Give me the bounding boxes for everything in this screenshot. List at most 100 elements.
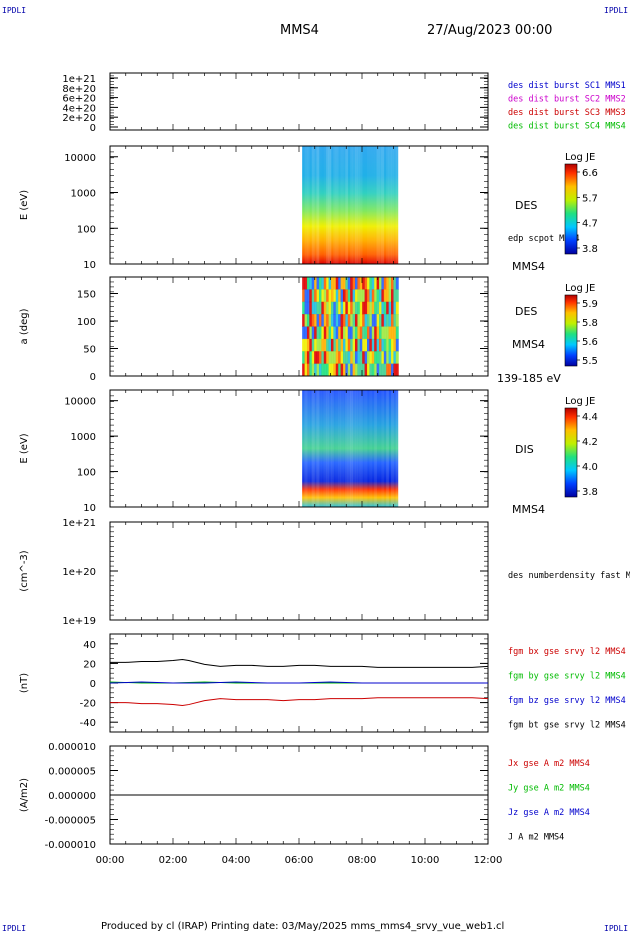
frame-panel2 — [109, 145, 489, 265]
colorbar-panel2 — [564, 163, 578, 255]
ytick-panel1: 0 — [90, 123, 96, 134]
ytick-panel7: 0.000005 — [48, 767, 96, 778]
bottom-right-panel4: MMS4 — [512, 503, 545, 516]
panel5: 1e+21 1e+20 1e+19 (cm^-3) des numberdensity … — [19, 518, 630, 627]
heatmap-columns-panel3 — [302, 277, 399, 377]
datetime-title: 27/Aug/2023 00:00 — [427, 23, 552, 38]
series-panel6-bx — [110, 697, 489, 707]
colorbar-panel3 — [564, 294, 578, 367]
legend-panel1-3: des dist burst SC4 MMS4 — [508, 122, 626, 132]
heatmap-panel4 — [302, 390, 399, 507]
corner-tl: IPDLI — [2, 6, 26, 15]
ytick-panel7: -0.000010 — [45, 840, 96, 851]
frame-panel1 — [109, 72, 489, 131]
series-panel6-bz — [109, 681, 488, 684]
right-sub-panel3: MMS4 — [512, 338, 545, 351]
legend-panel6-0: fgm bx gse srvy l2 MMS4 — [508, 647, 626, 657]
colorbar-tick-panel4: 4.2 — [582, 437, 598, 448]
ytick-panel5: 1e+19 — [62, 616, 96, 627]
xtick-label: 06:00 — [285, 855, 314, 866]
colorbar-tick-panel2: 3.8 — [582, 244, 598, 255]
colorbar-tick-panel3: 5.6 — [582, 337, 598, 348]
ytick-panel6: 40 — [83, 640, 96, 651]
ytick-panel6: 0 — [90, 679, 96, 690]
xtick-label: 10:00 — [411, 855, 440, 866]
legend-panel1-2: des dist burst SC3 MMS3 — [508, 108, 626, 118]
ylabel-panel4: E (eV) — [19, 433, 30, 463]
ytick-panel2: 1000 — [71, 189, 96, 200]
series-panel6-bt — [110, 658, 489, 668]
ytick-panel7: -0.000005 — [45, 816, 96, 827]
footer-text: Produced by cl (IRAP) Printing date: 03/… — [101, 921, 504, 932]
ytick-panel4: 100 — [77, 468, 96, 479]
xtick-label: 02:00 — [159, 855, 188, 866]
legend-panel6-3: fgm bt gse srvy l2 MMS4 — [508, 721, 626, 731]
legend-panel7-3: J A m2 MMS4 — [508, 833, 564, 843]
legend-panel6-2: fgm bz gse srvy l2 MMS4 — [508, 696, 626, 706]
ytick-panel1: 8e+20 — [62, 84, 96, 95]
ytick-panel6: -40 — [80, 718, 96, 729]
colorbar-title-panel2: Log JE — [565, 152, 595, 163]
ytick-panel1: 1e+21 — [62, 74, 96, 85]
corner-br: IPDLI — [604, 924, 628, 933]
ytick-panel6: -20 — [80, 699, 96, 710]
bottom-right-panel3: 139-185 eV — [497, 372, 561, 385]
ytick-panel1: 4e+20 — [62, 103, 96, 114]
ytick-panel4: 10 — [83, 503, 96, 514]
ytick-panel2: 10000 — [64, 153, 96, 164]
frame-panel3 — [109, 276, 489, 377]
legend-panel7-1: Jy gse A m2 MMS4 — [508, 784, 590, 794]
xtick-label: 00:00 — [96, 855, 125, 866]
colorbar-title-panel3: Log JE — [565, 283, 595, 294]
frame-panel4 — [109, 389, 489, 508]
ytick-panel4: 1000 — [71, 432, 96, 443]
colorbar-tick-panel3: 5.8 — [582, 318, 598, 329]
legend-panel6-1: fgm by gse srvy l2 MMS4 — [508, 672, 626, 682]
ytick-panel3: 0 — [90, 372, 96, 383]
ytick-panel7: 0.000010 — [48, 742, 96, 753]
colorbar-tick-panel2: 5.7 — [582, 193, 598, 204]
legend-panel7-0: Jx gse A m2 MMS4 — [508, 759, 590, 769]
heatmap-panel2 — [302, 146, 399, 264]
ylabel-panel5: (cm^-3) — [19, 550, 30, 591]
ytick-panel3: 100 — [77, 317, 96, 328]
ylabel-panel3: a (deg) — [19, 308, 30, 344]
ytick-panel2: 10 — [83, 260, 96, 271]
frame-panel5 — [109, 521, 489, 621]
legend-panel1-1: des dist burst SC2 MMS2 — [508, 95, 626, 105]
colorbar-tick-panel2: 4.7 — [582, 219, 598, 230]
right-note-panel2: edp scpot MMS4 — [508, 234, 580, 244]
panel2: 10000 1000 100 10 E (eV) DES edp scpot MMS4 MMS… — [19, 145, 598, 273]
right-label-panel3: DES — [515, 305, 537, 318]
colorbar-title-panel4: Log JE — [565, 396, 595, 407]
legend-panel7-2: Jz gse A m2 MMS4 — [508, 808, 590, 818]
spacecraft-title: MMS4 — [280, 23, 319, 38]
xtick-label: 04:00 — [222, 855, 251, 866]
ytick-panel1: 2e+20 — [62, 113, 96, 124]
ylabel-panel2: E (eV) — [19, 190, 30, 220]
panel4: 10000 1000 100 10 E (eV) DIS MMS4 Log JE 4.4 4.2 4… — [19, 389, 598, 516]
panel6: 40 20 0 -20 -40 (nT) fgm bx gse srvy l2 MMS4 fg… — [19, 633, 626, 733]
colorbar-tick-panel4: 4.0 — [582, 462, 598, 473]
legend-panel1-0: des dist burst SC1 MMS1 — [508, 81, 626, 91]
colorbar-tick-panel2: 6.6 — [582, 168, 598, 179]
xtick-label: 12:00 — [474, 855, 503, 866]
colorbar-panel4 — [564, 407, 578, 498]
ylabel-panel6: (nT) — [19, 673, 30, 693]
bottom-right-panel2: MMS4 — [512, 260, 545, 273]
ytick-panel7: 0.000000 — [48, 791, 96, 802]
corner-tr: IPDLI — [604, 6, 628, 15]
colorbar-tick-panel4: 4.4 — [582, 412, 598, 423]
right-label-panel4: DIS — [515, 443, 534, 456]
xtick-label: 08:00 — [348, 855, 377, 866]
panel7: 0.000010 0.000005 0.000000 -0.000005 -0.0000… — [19, 742, 590, 851]
colorbar-tick-panel3: 5.9 — [582, 299, 598, 310]
ylabel-panel7: (A/m2) — [19, 778, 30, 812]
ytick-panel5: 1e+21 — [62, 518, 96, 529]
panel3: 150 100 50 0 a (deg) DES MMS4 139-185 eV Log JE 5… — [19, 276, 598, 385]
corner-bl: IPDLI — [2, 924, 26, 933]
heatmap-columns-panel4 — [302, 390, 399, 507]
ytick-panel6: 20 — [83, 659, 96, 670]
